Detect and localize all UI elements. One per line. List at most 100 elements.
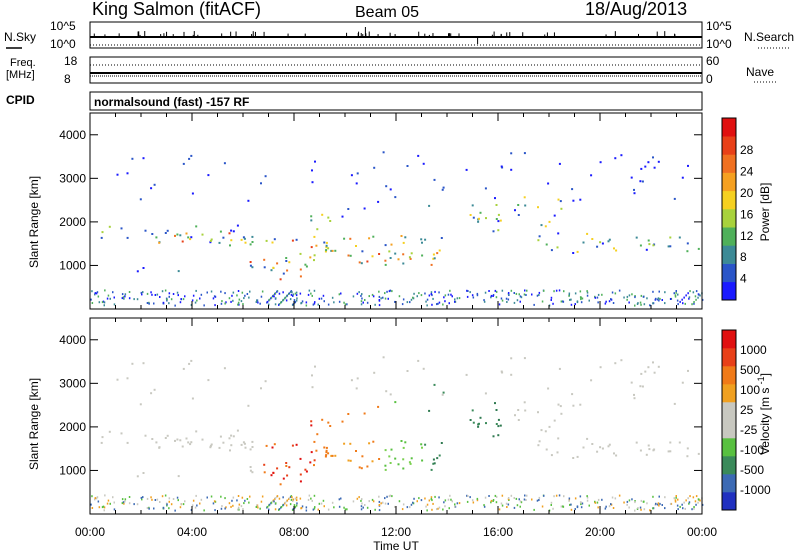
power-point	[620, 154, 623, 157]
power-point	[605, 300, 607, 303]
velocity-point	[213, 500, 216, 503]
power-point	[568, 294, 570, 297]
power-point	[451, 295, 453, 298]
power-point	[499, 219, 502, 222]
velocity-point	[206, 496, 208, 499]
velocity-point	[320, 502, 323, 505]
velocity-point	[402, 467, 405, 470]
velocity-point	[358, 466, 361, 469]
velocity-point	[580, 506, 583, 509]
power-point	[333, 301, 335, 304]
power-point	[648, 243, 651, 246]
velocity-point	[586, 496, 589, 499]
velocity-point	[166, 504, 168, 507]
power-point	[579, 198, 582, 201]
velocity-point	[237, 495, 240, 497]
velocity-point	[416, 500, 418, 503]
power-point	[469, 214, 472, 216]
power-point	[388, 250, 391, 253]
power-point	[195, 225, 198, 228]
power-point	[640, 167, 643, 170]
power-point	[695, 290, 698, 293]
power-point	[434, 290, 436, 293]
velocity-point	[387, 502, 389, 505]
power-point	[232, 291, 235, 294]
velocity-point	[408, 461, 411, 464]
power-point	[251, 266, 254, 269]
velocity-point	[360, 505, 363, 508]
power-point	[378, 290, 380, 293]
velocity-point	[244, 499, 246, 502]
velocity-point	[543, 494, 545, 497]
velocity-point	[421, 459, 424, 462]
velocity-point	[140, 496, 143, 499]
velocity-point	[449, 494, 451, 497]
velocity-point	[249, 448, 252, 451]
velocity-colorbar-tick: -100	[740, 443, 764, 457]
velocity-point	[237, 506, 240, 509]
power-point	[694, 295, 697, 298]
power-point	[628, 301, 630, 304]
power-point	[179, 301, 182, 304]
power-point	[382, 296, 384, 299]
power-point	[432, 257, 435, 260]
power-point	[228, 232, 231, 235]
power-point	[153, 302, 155, 305]
power-point	[101, 301, 104, 304]
power-point	[295, 291, 298, 294]
velocity-point	[440, 442, 443, 444]
power-point	[374, 303, 376, 306]
power-point	[385, 185, 388, 188]
velocity-point	[228, 437, 231, 440]
velocity-point	[426, 503, 429, 506]
power-point	[371, 293, 374, 296]
power-point	[213, 295, 216, 298]
velocity-point	[658, 504, 660, 507]
power-colorbar-tick: 8	[740, 250, 747, 264]
velocity-point	[500, 370, 503, 373]
velocity-point	[153, 507, 155, 510]
velocity-point	[384, 468, 387, 471]
power-point	[214, 304, 216, 307]
power-point	[356, 172, 359, 175]
power-point	[553, 290, 555, 293]
velocity-point	[268, 503, 271, 506]
power-point	[210, 238, 213, 241]
power-point	[98, 301, 101, 304]
power-point	[418, 292, 420, 295]
ytick-label: 1000	[59, 463, 86, 477]
velocity-point	[340, 497, 342, 500]
velocity-point	[488, 495, 490, 497]
velocity-point	[572, 404, 575, 407]
power-point	[126, 236, 129, 239]
power-point	[675, 290, 677, 292]
power-point	[199, 297, 201, 300]
velocity-point	[400, 440, 403, 442]
velocity-point	[630, 381, 633, 384]
power-point	[200, 293, 203, 296]
velocity-point	[615, 454, 618, 457]
power-point	[402, 241, 405, 244]
velocity-point	[478, 422, 480, 425]
power-point	[510, 289, 513, 292]
power-point	[263, 258, 266, 261]
velocity-point	[338, 505, 341, 508]
power-point	[664, 291, 666, 294]
power-point	[433, 257, 436, 260]
power-point	[669, 298, 672, 300]
velocity-point	[259, 507, 261, 510]
power-point	[268, 298, 271, 301]
velocity-point	[182, 503, 185, 506]
power-point	[299, 252, 302, 255]
xtick-label: 00:00	[75, 525, 105, 539]
velocity-point	[484, 496, 487, 499]
velocity-point	[142, 362, 145, 365]
power-point	[401, 303, 404, 306]
power-point	[408, 256, 411, 259]
velocity-point	[378, 458, 381, 460]
power-point	[292, 293, 295, 296]
velocity-point	[605, 505, 607, 508]
power-point	[540, 224, 543, 227]
velocity-point	[681, 503, 683, 506]
velocity-point	[384, 464, 387, 467]
